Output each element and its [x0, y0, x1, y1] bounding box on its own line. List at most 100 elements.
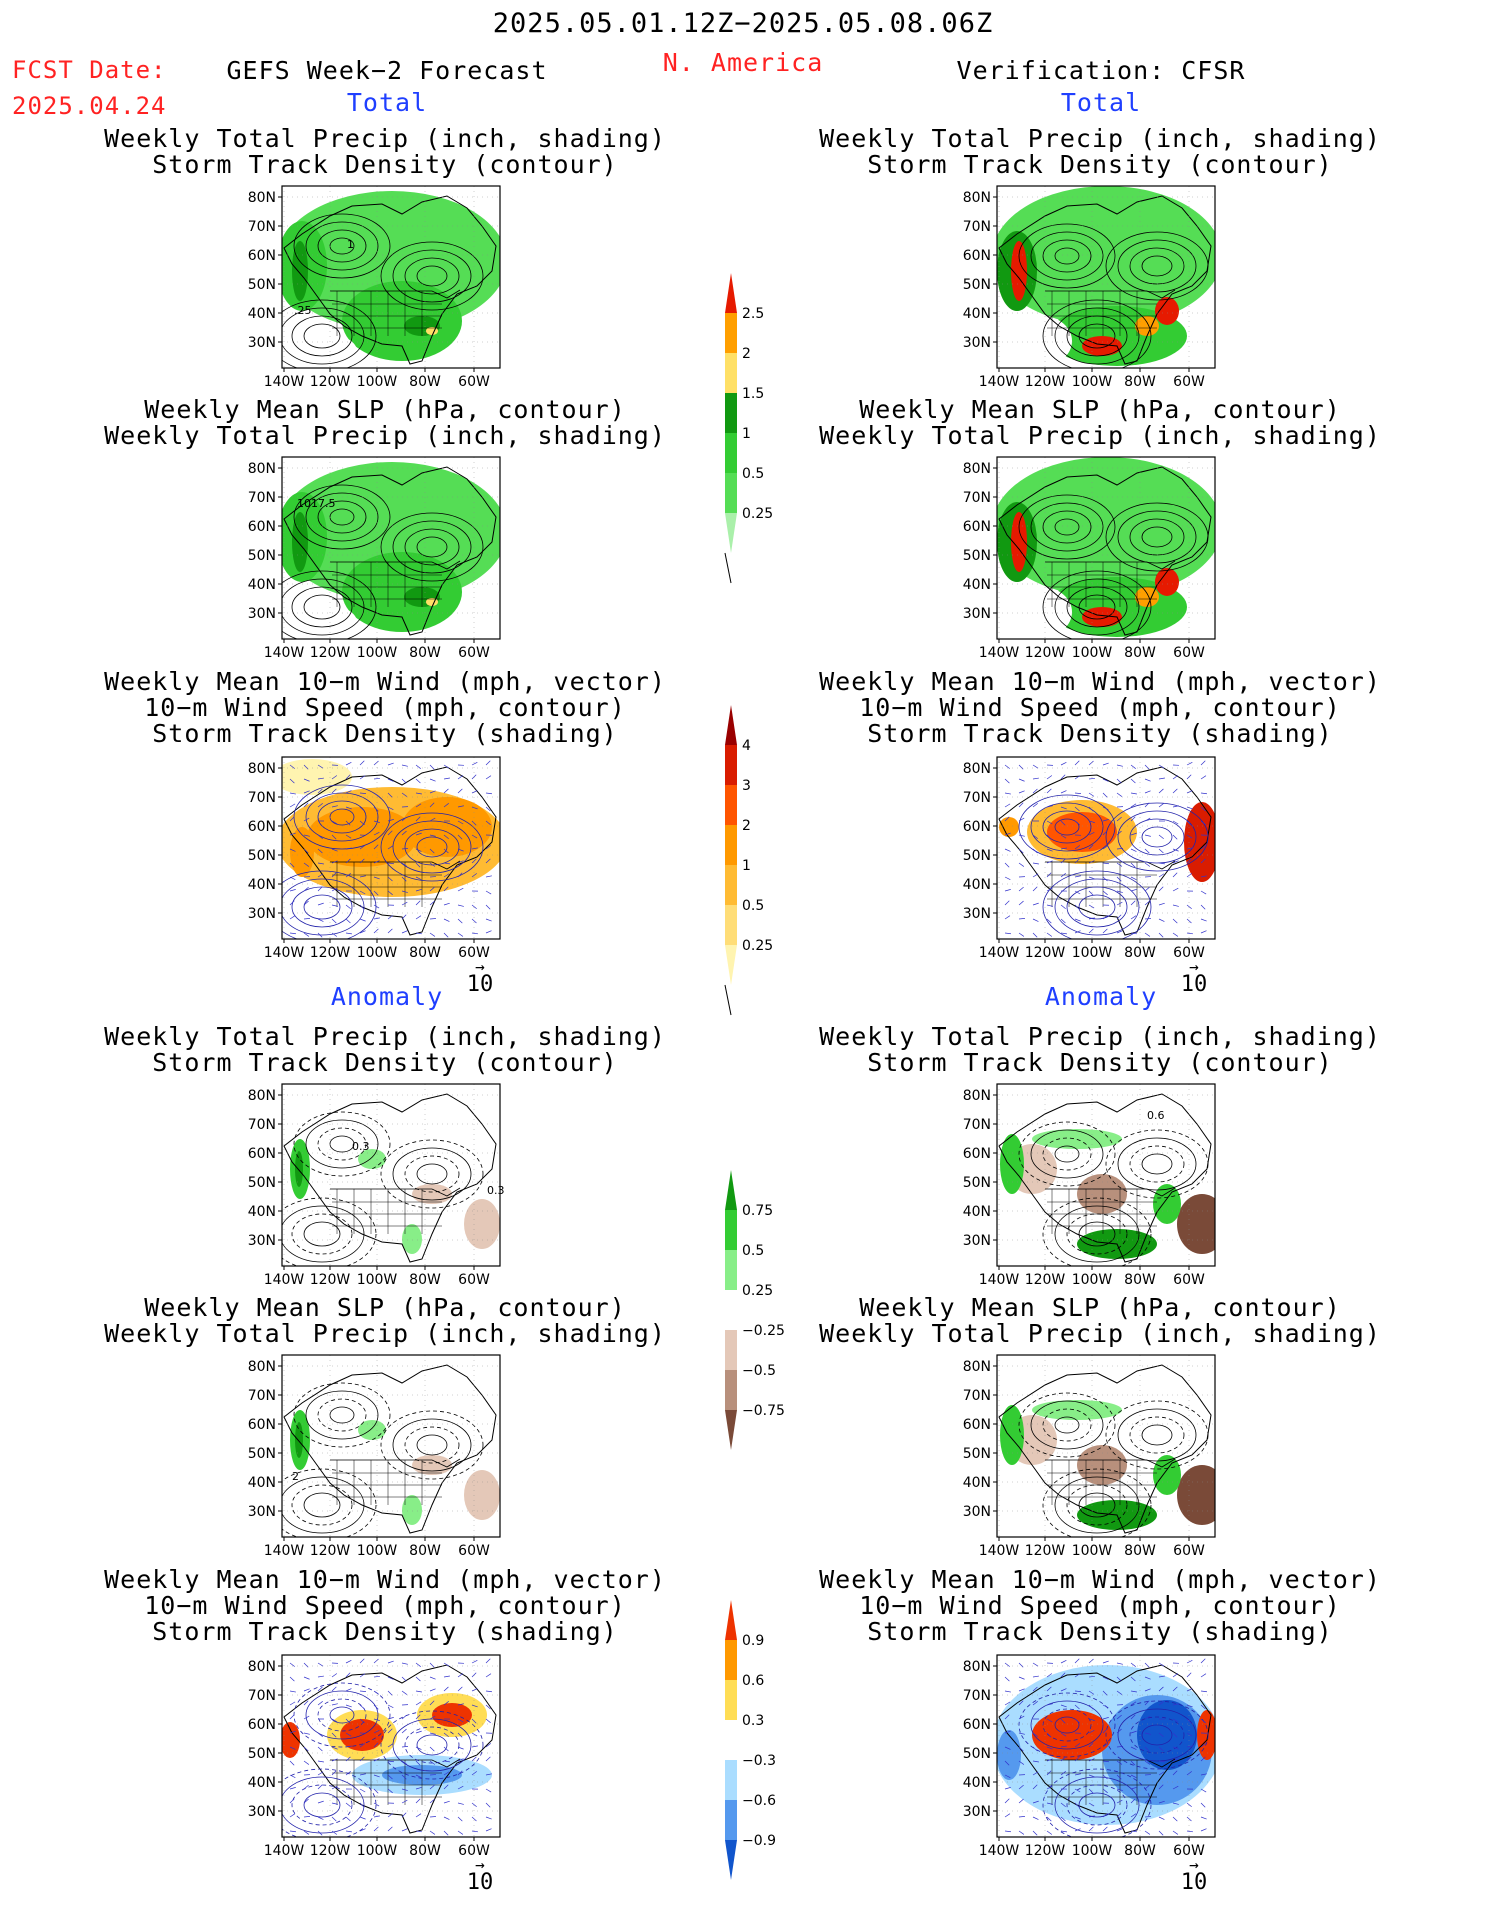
lon-tick-label: 140W: [264, 645, 305, 661]
wind-vector: [1130, 876, 1137, 880]
anom-shade-wet-north: [1032, 1400, 1122, 1420]
wind-vector: [1088, 1658, 1094, 1664]
wind-vector: [415, 876, 422, 880]
wind-vector: [1116, 764, 1123, 767]
wind-vector: [289, 803, 296, 808]
contour-line: [380, 1410, 484, 1480]
wind-vector: [373, 917, 380, 920]
wind-vector: [1060, 1745, 1067, 1748]
wind-vector: [345, 834, 352, 839]
wind-vector: [1074, 1690, 1082, 1693]
wind-vector: [443, 932, 449, 938]
wind-vector: [1144, 1700, 1150, 1706]
wind-vector: [1060, 1732, 1067, 1737]
graticule: [997, 1084, 1215, 1266]
lat-tick-label: 30N: [248, 1804, 276, 1820]
wind-vector: [1088, 806, 1094, 812]
anom-shade-dry-atl: [464, 1470, 500, 1520]
wind-vector: [1186, 847, 1193, 850]
map-anom-wind-cfsr: 80N 70N 60N 50N 40N 30N 140W 120W 100W 80W 60W: [963, 1654, 1216, 1859]
map-content: [997, 1355, 1215, 1537]
wind-vector: [1018, 1688, 1025, 1692]
contour-label: 1: [347, 238, 354, 251]
lat-tick-label: 50N: [248, 1746, 276, 1762]
contour-line: [1042, 510, 1092, 544]
lon-tick-label: 60W: [458, 1272, 490, 1288]
wind-vector: [359, 1788, 366, 1793]
wind-vector: [317, 1675, 324, 1678]
wind-vector: [401, 778, 407, 784]
anom-track-east-core: [432, 1703, 472, 1727]
wind-vector: [1088, 760, 1094, 766]
wind-vector: [373, 831, 380, 836]
colorbar-swatch: [725, 1640, 737, 1680]
lat-tick-label: 60N: [248, 1417, 276, 1433]
wind-vector: [359, 918, 366, 922]
wind-vector: [387, 1826, 393, 1832]
contour-line: [392, 249, 472, 303]
wind-vector: [345, 1672, 351, 1678]
wind-vector: [1172, 1673, 1179, 1678]
contour-line: [1054, 247, 1080, 265]
lat-tick-label: 40N: [248, 877, 276, 893]
wind-vector: [1004, 1676, 1010, 1682]
lon-tick-label: 60W: [458, 1843, 490, 1859]
wind-vector: [401, 1676, 407, 1682]
wind-vector: [1116, 1799, 1123, 1804]
wind-vector: [1130, 900, 1136, 906]
wind-vector: [1172, 1686, 1178, 1692]
wind-vector: [429, 1715, 436, 1720]
wind-vector: [1074, 1704, 1080, 1710]
lat-tick-label: 30N: [248, 335, 276, 351]
lon-tick-label: 140W: [264, 945, 305, 961]
wind-vector: [1172, 918, 1178, 924]
graticule: [282, 1655, 500, 1837]
map-content: [282, 457, 500, 639]
wind-vector: [401, 1799, 408, 1804]
lat-tick-label: 80N: [248, 461, 276, 477]
contour-line: [1117, 239, 1197, 293]
wind-vector: [1004, 1662, 1010, 1667]
wind-vector: [1102, 1717, 1109, 1720]
wind-vector: [1102, 1826, 1108, 1832]
wind-vector: [1102, 862, 1109, 865]
wind-vector: [1200, 1743, 1207, 1748]
wind-vector: [387, 1676, 394, 1680]
lat-tick-label: 40N: [248, 306, 276, 322]
wind-vector: [471, 1745, 478, 1748]
wind-vector: [289, 1714, 295, 1720]
wind-vector: [1074, 890, 1081, 895]
wind-vector: [485, 1816, 492, 1820]
colorbar-cap: [725, 705, 737, 745]
wind-vector: [303, 1688, 310, 1692]
wind-vector: [331, 820, 338, 825]
contour-line: [291, 1213, 353, 1255]
wind-vector: [1046, 775, 1053, 780]
colorbar-track-total: 4 3 2 1 0.5 0.25: [724, 705, 773, 1016]
wind-vector: [1074, 845, 1081, 850]
wind-vector: [289, 764, 295, 769]
vector-ref-anom-right: → 10: [1180, 1855, 1208, 1896]
colorbar-swatch: [725, 353, 737, 393]
wind-vector: [387, 890, 393, 896]
wind-vector: [1200, 1773, 1207, 1776]
contour-line: [317, 1698, 367, 1732]
contour-line: [404, 1726, 460, 1764]
anom-track-coast: [282, 1722, 300, 1758]
wind-vector: [1018, 886, 1024, 892]
contour-line: [1117, 1708, 1197, 1762]
contour-line: [282, 299, 377, 368]
wind-vector: [359, 1743, 366, 1748]
lat-tick-label: 30N: [963, 1504, 991, 1520]
wind-vector: [1130, 1676, 1136, 1682]
wind-vector: [1088, 820, 1095, 823]
wind-vector: [359, 775, 366, 780]
wind-vector: [387, 876, 393, 882]
wind-vector: [303, 764, 309, 770]
wind-vector: [387, 762, 394, 766]
track-shade-west-core: [1047, 812, 1117, 852]
lat-tick-label: 60N: [963, 1717, 991, 1733]
wind-vector: [1074, 904, 1080, 910]
wind-vector: [1186, 1672, 1192, 1678]
contour-line: [1054, 578, 1140, 636]
